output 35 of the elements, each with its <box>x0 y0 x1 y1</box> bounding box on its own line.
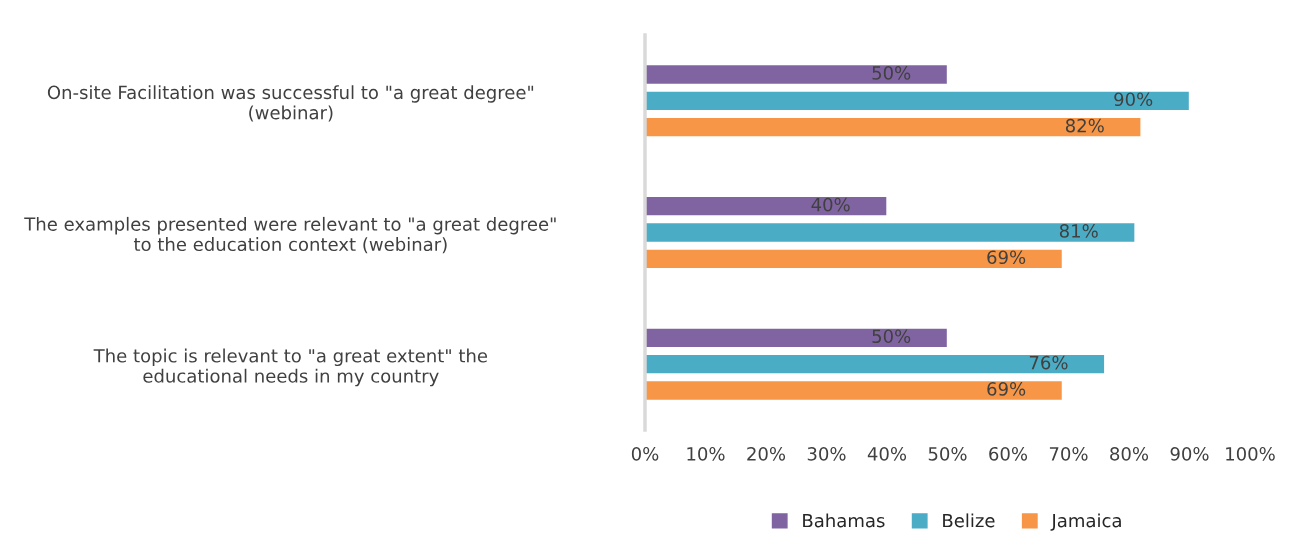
data-label: 90% <box>1114 92 1153 107</box>
x-tick-label: 80% <box>1110 446 1149 461</box>
data-label: 40% <box>811 197 850 212</box>
x-tick-label: 50% <box>928 446 967 461</box>
data-label: 50% <box>872 66 911 80</box>
data-label: 69% <box>987 382 1026 396</box>
x-tick-label: 90% <box>1170 446 1209 461</box>
x-tick-label: 30% <box>807 446 846 461</box>
y-tick-label: On-site Facilitation was successful to "a great degree" (webinar) <box>47 85 534 122</box>
x-tick-label: 100% <box>1226 446 1275 461</box>
x-tick-label: 0% <box>631 446 659 461</box>
legend-label: Belize <box>943 513 995 528</box>
bar <box>645 116 1142 138</box>
x-tick-label: 40% <box>867 446 907 461</box>
data-label: 69% <box>987 250 1026 265</box>
data-label: 76% <box>1029 355 1068 370</box>
bar <box>645 379 1064 402</box>
x-tick-label: 10% <box>687 446 725 461</box>
x-tick-label: 70% <box>1049 446 1088 461</box>
bar <box>645 353 1106 375</box>
bar <box>645 327 949 349</box>
x-tick-label: 20% <box>747 446 786 461</box>
bar <box>645 195 888 217</box>
bar <box>645 90 1191 112</box>
data-label: 50% <box>872 329 911 344</box>
bar <box>645 63 949 86</box>
data-label: 81% <box>1059 224 1098 238</box>
legend-label: Bahamas <box>803 513 885 528</box>
data-label: 82% <box>1065 118 1104 133</box>
x-tick-label: 60% <box>989 446 1028 461</box>
bar <box>645 221 1136 244</box>
y-tick-label: The topic is relevant to "a great extent" the educational needs in my country <box>93 348 488 387</box>
bar <box>645 248 1064 270</box>
y-tick-label: The examples presented were relevant to "a great degree" to the education context (webinar) <box>24 216 556 254</box>
legend-label: Jamaica <box>1050 513 1121 531</box>
